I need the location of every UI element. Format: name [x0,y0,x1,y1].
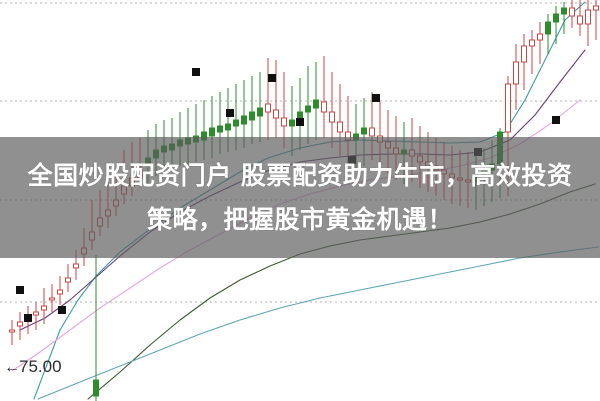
promo-banner-overlay: 全国炒股配资门户 股票配资助力牛市，高效投资 策略，把握股市黄金机遇！ [0,137,600,258]
price-level-value: 75.00 [19,357,62,376]
price-level-label: ←75.00 [4,357,62,377]
promo-banner-line-2: 策略，把握股市黄金机遇！ [146,204,453,234]
promo-banner-line-1: 全国炒股配资门户 股票配资助力牛市，高效投资 [27,160,573,190]
left-arrow-icon: ← [4,359,20,376]
